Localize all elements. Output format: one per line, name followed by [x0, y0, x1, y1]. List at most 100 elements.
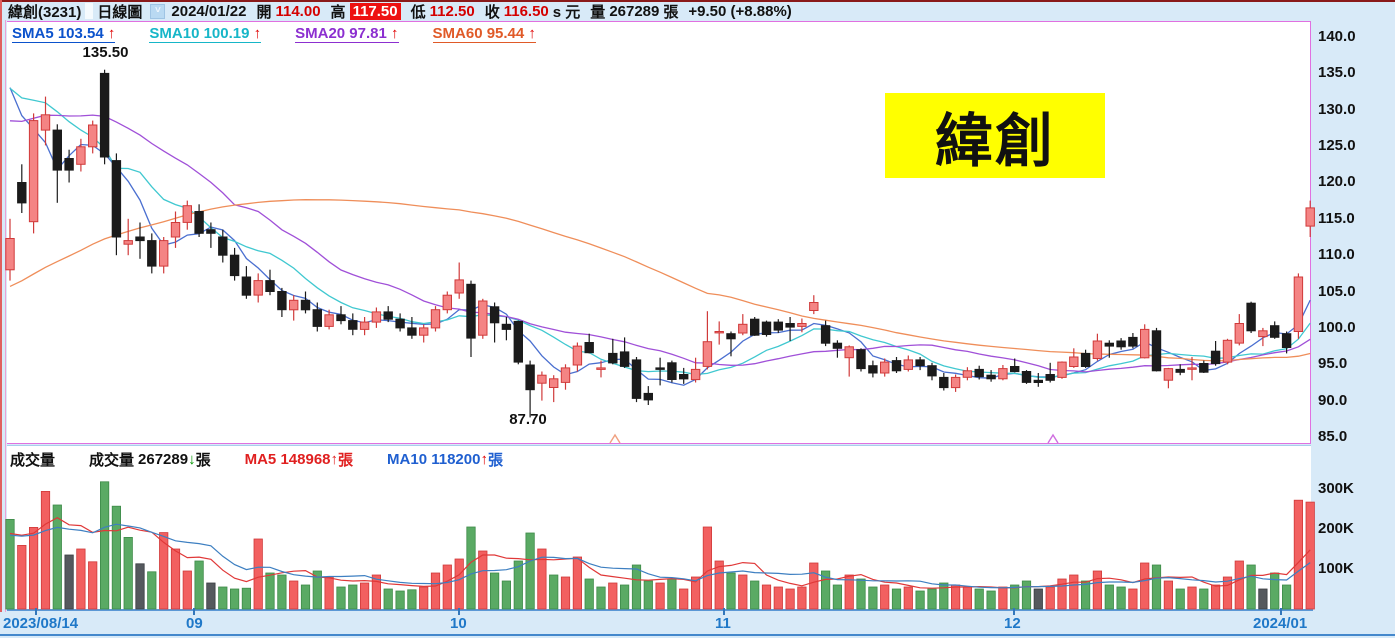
volume-bar [679, 588, 689, 610]
volume-bar [300, 584, 311, 610]
volume-bar [927, 588, 937, 610]
candle-body [714, 331, 724, 334]
candle-body [1069, 356, 1079, 367]
volume-bar [549, 574, 559, 610]
candle-body [1293, 276, 1304, 332]
candle-body [667, 362, 677, 380]
volume-bar [277, 574, 287, 610]
volume-ma5-label: MA5 148968 [244, 450, 331, 468]
candle-body [28, 120, 39, 223]
volume-ma10-label: MA10 118200 [387, 450, 481, 468]
price-axis-label: 85.0 [1318, 428, 1348, 445]
candle-body [679, 374, 689, 380]
candle-body [442, 294, 453, 311]
price-axis-label: 100.0 [1318, 318, 1356, 336]
candle-body [1210, 350, 1221, 365]
candle-body [560, 367, 571, 383]
candle-body [1163, 368, 1174, 381]
volume-bar [312, 570, 322, 610]
volume-axis-label: 100K [1318, 560, 1354, 577]
volume-bar [489, 572, 500, 610]
x-axis-tick [723, 608, 725, 615]
volume-bar [348, 584, 358, 610]
volume-bar [998, 586, 1008, 610]
candle-body [52, 129, 62, 171]
low-annotation: 87.70 [509, 411, 547, 428]
candle-body [596, 367, 606, 370]
volume-bar [1116, 586, 1126, 610]
price-axis-label: 105.0 [1318, 282, 1356, 300]
volume-ma10-arrow-icon: ↑ [480, 450, 488, 468]
volume-bar [88, 561, 98, 610]
candle-body [584, 342, 594, 354]
candle-body [1021, 371, 1032, 383]
candle-body [253, 280, 263, 296]
x-axis-label: 2024/01 [1253, 615, 1308, 632]
change-value: +9.50 (+8.88%) [688, 2, 792, 20]
volume-bar [738, 574, 748, 610]
candle-body [761, 321, 772, 336]
volume-bar [1282, 584, 1292, 610]
candle-body [1258, 330, 1268, 338]
chart-type-selector[interactable]: 日線圖 [97, 3, 143, 21]
volume-bar [1187, 586, 1197, 610]
volume-bar [797, 586, 807, 610]
candle-body [170, 222, 181, 238]
candle-body [40, 114, 51, 131]
volume-bar [40, 490, 51, 610]
candle-body [407, 327, 417, 336]
candle-body [194, 211, 204, 234]
volume-bar [1140, 562, 1150, 610]
volume-bar [1175, 588, 1185, 610]
candle-body [359, 321, 370, 330]
volume-today-value: 267289 [138, 450, 189, 468]
candle-body [820, 325, 831, 344]
volume-bar [1305, 501, 1315, 610]
volume-bar [253, 538, 263, 610]
candle-body [880, 361, 890, 374]
sma20-line [9, 114, 1311, 373]
volume-bar [962, 586, 973, 610]
volume-legend: 成交量 成交量 267289 ↓ 張 MA5 148968 ↑ 張 MA10 1… [10, 450, 503, 469]
page-top-border [0, 0, 1395, 2]
x-axis-label: 11 [715, 615, 731, 632]
chart-type-dropdown-icon[interactable]: ˅ [150, 3, 166, 19]
low-value: 112.50 [429, 2, 475, 20]
volume-bar [182, 570, 192, 610]
volume-bar [123, 537, 133, 610]
volume-bar [608, 582, 618, 610]
low-label: 低 [410, 3, 426, 21]
price-chart-panel[interactable] [7, 21, 1311, 444]
high-label: 高 [330, 3, 346, 21]
volume-bar [194, 560, 204, 610]
volume-panel-title: 成交量 [10, 451, 56, 469]
volume-bar [76, 548, 86, 610]
volume-today-label: 成交量 [89, 451, 135, 469]
volume-bar [1246, 564, 1256, 610]
candle-body [1033, 379, 1043, 383]
price-axis-label: 125.0 [1318, 137, 1356, 155]
candle-body [856, 349, 866, 370]
candle-body [1270, 325, 1280, 338]
candle-body [690, 368, 701, 381]
volume-bar [1163, 580, 1173, 610]
volume-value: 267289 [609, 2, 660, 20]
candle-body [891, 360, 902, 372]
volume-bar [620, 584, 630, 610]
volume-bar [785, 588, 795, 610]
candle-body [572, 345, 583, 366]
volume-bar [430, 572, 441, 610]
candle-body [111, 160, 122, 238]
candle-body [702, 341, 713, 367]
volume-bar [1222, 576, 1233, 610]
candle-body [1045, 374, 1055, 381]
volume-bar [395, 590, 405, 610]
candle-body [135, 236, 145, 242]
price-panel-underline [7, 445, 1311, 446]
close-label: 收 [484, 3, 500, 21]
candle-body [76, 146, 86, 165]
stock-title: 緯創(3231) [8, 3, 82, 21]
volume-bar [1069, 574, 1079, 610]
x-axis-tick [458, 608, 460, 615]
